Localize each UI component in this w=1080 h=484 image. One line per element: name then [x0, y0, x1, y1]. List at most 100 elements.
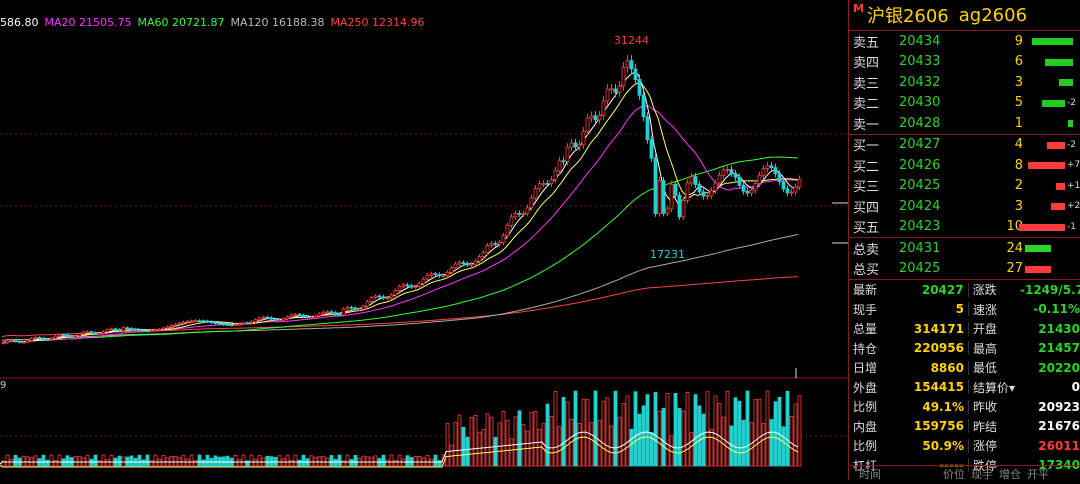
volume-bar: [321, 455, 326, 467]
quote-value: -1249/5.76%: [1020, 282, 1080, 297]
candle-body: [621, 66, 626, 87]
volume-bar: [97, 460, 102, 467]
candle-body: [377, 295, 382, 298]
candle-body: [293, 314, 298, 316]
volume-bar: [1, 460, 6, 467]
candle-body: [597, 115, 602, 121]
candle-body: [733, 173, 738, 178]
volume-bar: [501, 411, 506, 467]
bid-row-4[interactable]: 买五 20423 10 -1: [849, 217, 1080, 238]
candle-body: [697, 184, 702, 193]
candle-body: [653, 157, 658, 215]
candle-body: [69, 335, 74, 338]
candle-body: [593, 115, 598, 121]
tick-header-col-2[interactable]: 现手: [971, 468, 993, 481]
volume-bar: [425, 455, 430, 467]
contract-code: ag2606: [958, 4, 1028, 26]
volume-bar: [445, 423, 450, 467]
level-price: 20423: [899, 219, 941, 235]
ask-row-1[interactable]: 卖四 20433 6: [849, 52, 1080, 73]
candle-body: [205, 320, 210, 323]
level-volume: 5: [1014, 95, 1023, 111]
candle-body: [433, 273, 438, 276]
candle-body: [701, 191, 706, 197]
candle-body: [753, 183, 758, 191]
candle-body: [373, 295, 378, 299]
ask-row-0[interactable]: 卖五 20434 9: [849, 31, 1080, 52]
candle-body: [717, 174, 722, 184]
tick-header-col-0[interactable]: 时间: [859, 468, 881, 481]
candle-body: [661, 180, 666, 214]
volume-bar: [201, 459, 206, 467]
quote-value: -0.11%: [1033, 302, 1080, 317]
candle-body: [37, 337, 42, 339]
tick-header-col-1[interactable]: 价位: [943, 468, 965, 481]
volume-bar: [429, 458, 434, 467]
volume-bar: [73, 456, 78, 467]
candle-body: [89, 331, 94, 334]
volume-bar: [337, 454, 342, 467]
ask-row-2[interactable]: 卖三 20432 3: [849, 72, 1080, 93]
level-volume: 4: [1014, 137, 1023, 153]
bid-row-2[interactable]: 买三 20425 2 +1: [849, 176, 1080, 197]
level-label: 卖三: [853, 76, 880, 92]
volume-bar: [793, 403, 798, 467]
volume-bar: [161, 455, 166, 467]
candle-body: [705, 195, 710, 198]
candle-body: [133, 328, 138, 331]
candle-body: [229, 324, 234, 327]
tick-header-col-4[interactable]: 开平: [1027, 468, 1049, 481]
candle-body: [129, 328, 134, 330]
candle-body: [629, 60, 634, 70]
tick-header-col-3[interactable]: 增仓: [999, 468, 1021, 481]
candle-body: [277, 319, 282, 322]
candle-body: [81, 331, 86, 335]
candle-body: [713, 182, 718, 192]
candle-body: [425, 274, 430, 280]
volume-bar: [733, 397, 738, 467]
candle-body: [517, 213, 522, 215]
volume-bar: [417, 456, 422, 467]
volume-bar: [785, 390, 790, 467]
level-price: 20433: [899, 54, 941, 70]
bid-row-0[interactable]: 买一 20427 4 -2: [849, 135, 1080, 156]
candle-body: [333, 312, 338, 315]
volume-bar: [385, 459, 390, 467]
volume-bar: [213, 455, 218, 467]
volume-bar: [1028, 162, 1065, 169]
candle-body: [569, 142, 574, 148]
quote-value: 21457: [1038, 341, 1080, 356]
volume-bar: [529, 411, 534, 467]
candle-body: [269, 317, 274, 320]
volume-bar: [777, 396, 782, 467]
ask-row-4[interactable]: 卖一 20428 1: [849, 113, 1080, 134]
volume-bar: [757, 398, 762, 467]
level-volume: 8: [1014, 157, 1023, 173]
candle-body: [429, 273, 434, 276]
volume-bar: [389, 454, 394, 467]
volume-bar: [461, 427, 466, 467]
candle-body: [745, 190, 750, 194]
candle-body: [613, 88, 618, 93]
m-icon[interactable]: M: [853, 1, 864, 15]
quote-key: 内盘: [853, 419, 878, 434]
quote-key[interactable]: 结算价▾: [972, 380, 1016, 395]
volume-bar: [149, 460, 154, 467]
volume-bar: [361, 455, 366, 467]
bid-row-3[interactable]: 买四 20424 3 +2: [849, 196, 1080, 217]
level-change: +7: [1067, 160, 1080, 170]
level-label: 卖二: [853, 97, 880, 113]
volume-bar: [173, 456, 178, 467]
ask-row-3[interactable]: 卖二 20430 5 -2: [849, 93, 1080, 114]
candle-body: [689, 176, 694, 184]
bid-row-1[interactable]: 买二 20426 8 +7: [849, 155, 1080, 176]
quote-key: 日增: [853, 361, 878, 376]
volume-bar: [465, 436, 470, 467]
ma250-line: [1, 276, 799, 338]
quote-value: 159756: [893, 419, 969, 434]
candle-body: [417, 283, 422, 288]
kline-svg[interactable]: 31244 17231 9: [0, 0, 848, 480]
kline-chart[interactable]: 31244 17231 9 586.80 MA20 21505.75 MA60 2072…: [0, 0, 848, 480]
volume-bar: [9, 459, 14, 467]
volume-bar: [645, 394, 650, 467]
